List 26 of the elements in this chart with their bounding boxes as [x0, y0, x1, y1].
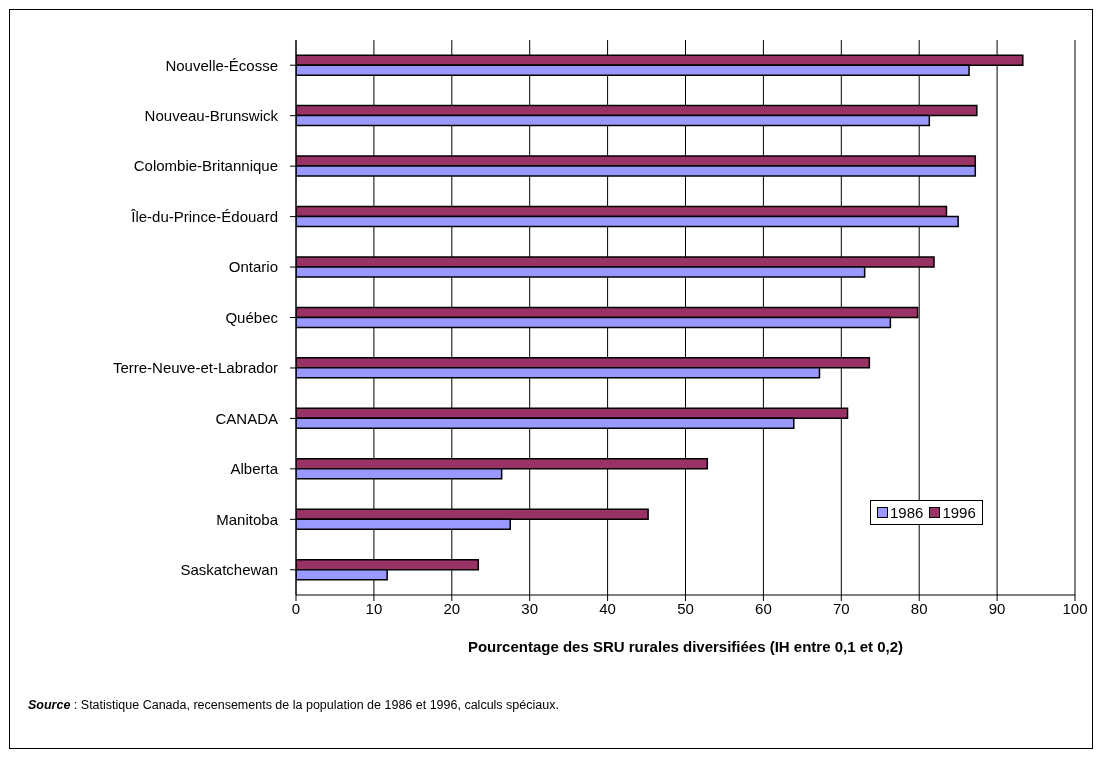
- y-tick-label: Manitoba: [216, 510, 279, 528]
- legend-label: 1986: [889, 504, 924, 521]
- x-tick-label: 20: [443, 599, 461, 617]
- legend-label: 1996: [941, 504, 976, 521]
- y-tick-label: Québec: [225, 308, 279, 326]
- y-tick-label: Île-du-Prince-Édouard: [130, 207, 278, 225]
- y-tick-label: Terre-Neuve-et-Labrador: [112, 359, 278, 377]
- x-tick-label: 50: [677, 599, 694, 617]
- x-tick-label: 80: [910, 599, 928, 617]
- x-tick-label: 40: [599, 599, 616, 617]
- source-note: Source : Statistique Canada, recensements de la population de 1986 et 1996, calculs spéciaux.: [28, 698, 559, 712]
- y-tick-label: Colombie-Britannique: [133, 157, 278, 175]
- x-tick-label: 30: [521, 599, 539, 617]
- y-tick-label: Alberta: [230, 460, 279, 478]
- x-axis-title: Pourcentage des SRU rurales diversifiées (IH entre 0,1 et 0,2): [467, 638, 904, 655]
- y-tick-label: Saskatchewan: [180, 561, 278, 579]
- x-tick-label: 90: [988, 599, 1006, 617]
- x-tick-label: 70: [832, 599, 850, 617]
- x-tick-label: 10: [365, 599, 383, 617]
- x-tick-label: 0: [291, 599, 301, 617]
- y-tick-label: CANADA: [215, 409, 278, 427]
- y-tick-label: Nouvelle-Écosse: [165, 56, 278, 74]
- y-tick-label: Nouveau-Brunswick: [144, 107, 279, 125]
- x-tick-label: 100: [1062, 599, 1088, 617]
- x-tick-label: 60: [755, 599, 772, 617]
- y-tick-label: Ontario: [228, 258, 278, 276]
